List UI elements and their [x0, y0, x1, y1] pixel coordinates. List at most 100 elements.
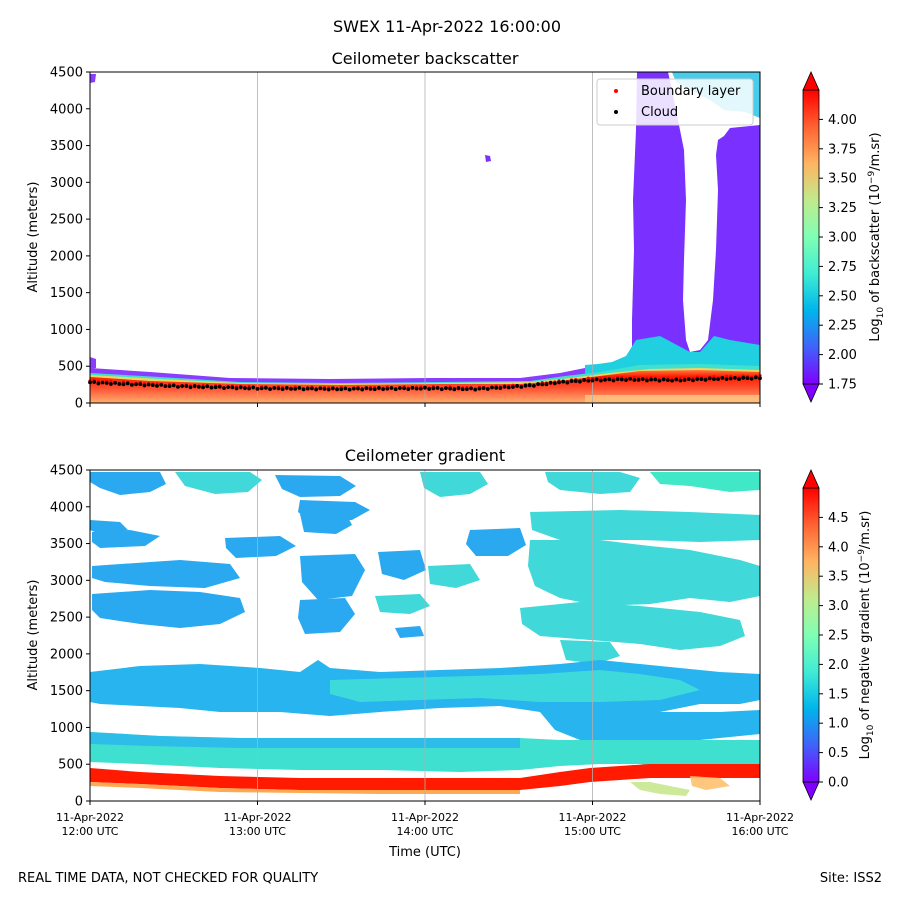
cloud-point — [280, 387, 285, 392]
cloud-point — [402, 386, 406, 391]
cloud-point — [649, 377, 654, 382]
x-tick-time: 13:00 UTC — [229, 825, 286, 838]
colorbar-tick-label: 4.0 — [828, 540, 849, 555]
cloud-point — [640, 377, 645, 381]
x-tick-date: 11-Apr-2022 — [56, 811, 124, 824]
cloud-point — [121, 382, 126, 387]
cloud-point — [146, 382, 151, 387]
cloud-point — [360, 387, 365, 392]
colorbar-tick-label: 0.5 — [828, 746, 849, 761]
gradient-layer-mid-e — [466, 528, 526, 556]
colorbar-tick-label: 0.0 — [828, 776, 849, 791]
cloud-point — [548, 380, 553, 385]
gradient-colorbar-extend-bottom — [802, 781, 820, 801]
backscatter-colorbar: 1.75 2.00 2.25 2.50 2.75 3.00 3.25 3.50 3.75 4.00… — [802, 71, 886, 403]
y-tick-label: 2500 — [50, 611, 83, 626]
gradient-layer-2600-b — [298, 598, 355, 634]
cloud-point — [565, 380, 570, 385]
y-tick-label: 0 — [75, 795, 83, 810]
gradient-colorbar-extend-top — [802, 469, 820, 489]
cloud-point — [176, 384, 180, 389]
cloud-point — [469, 386, 473, 391]
colorbar-tick-label: 2.75 — [828, 260, 857, 275]
cloud-point — [92, 380, 97, 384]
cloud-point — [741, 375, 746, 380]
y-tick-label: 2000 — [50, 647, 83, 662]
cloud-point — [674, 377, 679, 382]
cloud-point — [586, 378, 591, 383]
gradient-band-1200 — [540, 710, 760, 740]
cloud-point — [368, 386, 373, 391]
cloud-point — [464, 387, 469, 392]
cloud-point — [427, 387, 432, 391]
cloud-point — [653, 377, 658, 382]
cloud-point — [393, 387, 398, 392]
cloud-point — [104, 381, 109, 385]
gradient-panel: Ceilometer gradient — [26, 446, 876, 860]
y-tick-label: 2500 — [50, 213, 83, 228]
cloud-point — [96, 381, 101, 386]
cloud-point — [423, 385, 427, 390]
cloud-point — [712, 377, 716, 381]
cloud-point — [117, 382, 122, 386]
gradient-layer-3200-b — [300, 554, 365, 600]
legend-cloud-marker — [614, 110, 618, 114]
cloud-point — [381, 387, 386, 392]
gradient-layer-3200-e — [528, 540, 760, 606]
cloud-point — [305, 386, 310, 391]
colorbar-tick-label: 3.5 — [828, 570, 849, 585]
backscatter-colorbar-bar — [803, 90, 819, 384]
gradient-colorbar-bar — [803, 488, 819, 782]
cloud-point — [456, 386, 461, 390]
cloud-point — [444, 386, 448, 391]
cloud-point — [728, 376, 733, 381]
cloud-point — [661, 377, 666, 382]
cloud-point — [385, 386, 390, 391]
x-tick-time: 14:00 UTC — [396, 825, 453, 838]
backscatter-colorbar-label: Log10 of backscatter (10−9/m.sr) — [867, 132, 886, 341]
cloud-point — [293, 387, 298, 391]
gradient-layer-top-f — [650, 472, 760, 492]
y-tick-label: 2000 — [50, 249, 83, 264]
cloud-point — [670, 378, 674, 383]
backscatter-y-axis: 0 500 1000 1500 2000 2500 3000 3500 4000 4500 — [50, 66, 90, 412]
x-tick-time: 12:00 UTC — [61, 825, 118, 838]
y-tick-label: 500 — [58, 360, 83, 375]
cloud-point — [611, 378, 616, 383]
backscatter-x-ticks — [89, 403, 761, 407]
boundary-layer-point — [678, 376, 683, 380]
cloud-point — [716, 377, 721, 382]
colorbar-tick-label: 3.00 — [828, 231, 857, 246]
boundary-layer-point — [724, 374, 729, 379]
cloud-point — [540, 382, 545, 387]
y-tick-label: 4500 — [50, 464, 83, 479]
cloud-point — [301, 387, 306, 392]
cloud-point — [222, 386, 226, 391]
cloud-point — [490, 385, 494, 390]
cloud-point — [582, 378, 587, 382]
cloud-point — [594, 377, 599, 382]
cloud-point — [703, 377, 708, 382]
cloud-point — [707, 376, 712, 381]
cloud-point — [598, 378, 603, 383]
cloud-point — [377, 386, 381, 390]
colorbar-tick-label: 2.50 — [828, 289, 857, 304]
colorbar-tick-label: 4.00 — [828, 113, 857, 128]
x-tick-date: 11-Apr-2022 — [726, 811, 794, 824]
legend-cloud-label: Cloud — [641, 105, 678, 120]
surface-fade — [585, 395, 760, 403]
cloud-point — [171, 383, 176, 388]
backscatter-title: Ceilometer backscatter — [332, 49, 519, 68]
legend-box — [596, 78, 754, 126]
cloud-point — [414, 386, 419, 391]
cloud-point — [272, 386, 277, 390]
cloud-point — [732, 376, 737, 380]
gradient-band-1500-core — [330, 670, 700, 702]
cloud-point — [619, 377, 624, 382]
gradient-layer-mid-a — [530, 510, 760, 542]
cloud-point — [552, 381, 557, 386]
cloud-point — [297, 386, 302, 390]
cloud-point — [506, 385, 511, 390]
cloud-point — [682, 378, 687, 382]
